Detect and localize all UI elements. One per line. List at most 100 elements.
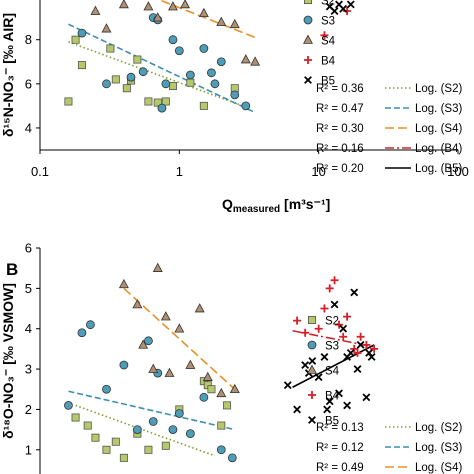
point-b4 — [330, 276, 339, 285]
plot-area — [64, 0, 355, 114]
point-s3 — [199, 392, 209, 402]
point-s2 — [64, 97, 73, 106]
point-s2 — [111, 75, 120, 84]
point-s2 — [186, 78, 195, 87]
y-tick-label: 6 — [25, 76, 32, 91]
point-s2 — [111, 437, 120, 446]
x-tick-label: 0.1 — [31, 164, 49, 179]
point-s4 — [216, 16, 227, 26]
point-b5 — [365, 348, 374, 357]
point-s2 — [71, 413, 80, 422]
point-s3 — [64, 400, 73, 410]
point-s3 — [157, 103, 167, 113]
point-b5 — [346, 348, 355, 357]
point-s4 — [229, 18, 240, 29]
y-tick-label: 5 — [25, 281, 32, 296]
point-s4 — [250, 56, 261, 66]
legend-marker-b4 — [308, 391, 316, 399]
point-b5 — [335, 389, 343, 398]
point-b4 — [353, 348, 362, 357]
point-s2 — [144, 97, 153, 106]
point-s4 — [160, 311, 171, 321]
point-s4 — [229, 383, 240, 394]
point-s3 — [138, 67, 148, 77]
point-s4 — [148, 363, 159, 373]
legend-marker-s2 — [307, 315, 316, 324]
point-b5 — [283, 381, 292, 390]
legend-marker-s3 — [307, 340, 317, 350]
fit-label-s4: Log. (S4) — [415, 462, 462, 474]
point-s3 — [161, 79, 171, 89]
point-b4 — [343, 312, 352, 321]
point-s3 — [216, 445, 226, 455]
point-b5 — [353, 365, 362, 374]
point-b5 — [362, 393, 371, 402]
point-s3 — [102, 79, 111, 89]
point-b4 — [293, 316, 302, 325]
fit-label-b5: Log. (B5) — [415, 163, 462, 175]
point-s3 — [185, 70, 195, 80]
point-s2 — [77, 61, 86, 70]
point-s3 — [216, 57, 226, 67]
point-s3 — [227, 453, 237, 463]
r2-label-b4: R² = 0.16 — [316, 143, 364, 155]
point-s4 — [240, 54, 251, 64]
point-s4 — [216, 387, 227, 398]
legend-label-s3: S3 — [325, 341, 339, 353]
point-b5 — [339, 4, 348, 13]
fit-line-s2 — [75, 404, 216, 457]
point-s3 — [86, 320, 95, 330]
legend-marker-s4 — [303, 34, 313, 44]
r2-label-s3: R² = 0.47 — [316, 103, 364, 115]
legend-label-s2: S2 — [321, 0, 335, 8]
point-s2 — [83, 421, 92, 430]
point-s3 — [148, 417, 158, 426]
point-s2 — [122, 84, 131, 93]
point-s2 — [217, 421, 226, 430]
point-s3 — [174, 409, 184, 418]
point-b5 — [314, 373, 323, 382]
point-s4 — [132, 299, 143, 309]
point-s4 — [138, 339, 149, 349]
point-s4 — [101, 23, 112, 33]
y-axis-label: δ¹⁸O-NO₃⁻ [‰ VSMOW] — [0, 283, 16, 439]
fit-label-b4: Log. (B4) — [415, 143, 462, 155]
y-tick-label: 1 — [25, 442, 32, 457]
point-s4 — [167, 1, 178, 11]
point-s3 — [199, 44, 209, 53]
point-b4 — [301, 328, 310, 337]
y-axis-label: δ¹⁵N-NO₃⁻ [‰ AIR] — [0, 13, 16, 137]
y-tick-label: 3 — [25, 362, 32, 377]
fit-label-s3: Log. (S3) — [415, 103, 462, 115]
y-tick-label: 6 — [25, 241, 32, 256]
point-s2 — [207, 385, 216, 394]
point-s3 — [174, 46, 184, 56]
fit-label-s3: Log. (S3) — [415, 442, 462, 454]
y-tick-label: 4 — [25, 321, 32, 336]
point-s3 — [207, 68, 216, 78]
fit-line-s3 — [68, 390, 235, 431]
point-b5 — [343, 401, 352, 410]
point-s2 — [102, 445, 111, 454]
legend-marker-b5 — [308, 416, 316, 424]
point-b5 — [301, 361, 310, 369]
point-s3 — [144, 336, 153, 346]
x-tick-label: 100 — [447, 164, 469, 179]
legend-label-b4: B4 — [325, 391, 340, 403]
point-s2 — [133, 55, 142, 64]
legend-label-s4: S4 — [325, 366, 340, 378]
point-b5 — [350, 288, 359, 297]
point-s2 — [144, 445, 153, 454]
point-s4 — [198, 7, 209, 18]
y-tick-label: 4 — [25, 120, 32, 135]
point-b5 — [367, 353, 376, 361]
point-s3 — [230, 90, 240, 100]
panel-label: B — [6, 260, 18, 279]
x-axis-label: Qmeasured [m³s⁻¹] — [222, 196, 330, 215]
point-b5 — [339, 324, 348, 333]
r2-label-s2: R² = 0.13 — [316, 422, 364, 434]
point-s2 — [106, 44, 115, 53]
point-s4 — [90, 5, 101, 15]
fit-label-s4: Log. (S4) — [415, 123, 462, 135]
fit-label-s2: Log. (S2) — [415, 422, 462, 434]
